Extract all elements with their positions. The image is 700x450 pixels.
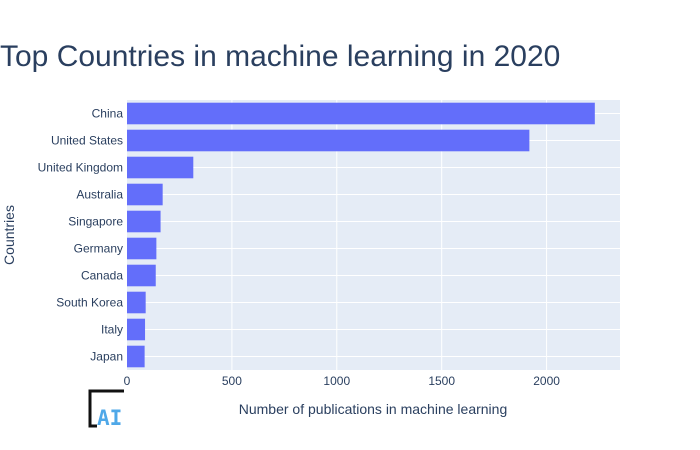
y-tick-label: Germany [74,242,123,256]
y-tick-label: United Kingdom [38,161,123,175]
bar-south-korea [127,291,146,314]
bar-united-kingdom [127,156,194,179]
y-tick-label: Australia [76,188,123,202]
bar-italy [127,318,146,341]
y-axis-title: Countries [1,205,17,265]
chart-title: Top Countries in machine learning in 202… [0,40,560,73]
y-tick-label: Canada [81,269,123,283]
logo-text: AI [97,406,122,430]
y-tick-labels: China United States United Kingdom Australi… [38,107,124,364]
bar-australia [127,183,163,206]
y-tick-label: South Korea [56,296,123,310]
bar-singapore [127,210,161,233]
x-tick-labels: 0 500 1000 1500 2000 [124,374,561,388]
bar-canada [127,264,156,287]
x-tick-label: 2000 [533,374,560,388]
bar-united-states [127,129,530,152]
y-tick-label: Italy [101,323,123,337]
bar-germany [127,237,157,260]
y-tick-label: China [92,107,124,121]
bar-china [127,102,595,125]
bar-japan [127,345,145,368]
x-tick-label: 1500 [428,374,455,388]
y-tick-label: Japan [90,350,123,364]
x-axis-title: Number of publications in machine learni… [239,401,507,417]
ai-logo-icon: AI [88,389,124,430]
y-tick-label: United States [51,134,123,148]
y-tick-label: Singapore [68,215,123,229]
x-tick-label: 500 [222,374,242,388]
bars [127,102,595,368]
x-tick-label: 1000 [323,374,350,388]
x-tick-label: 0 [124,374,131,388]
